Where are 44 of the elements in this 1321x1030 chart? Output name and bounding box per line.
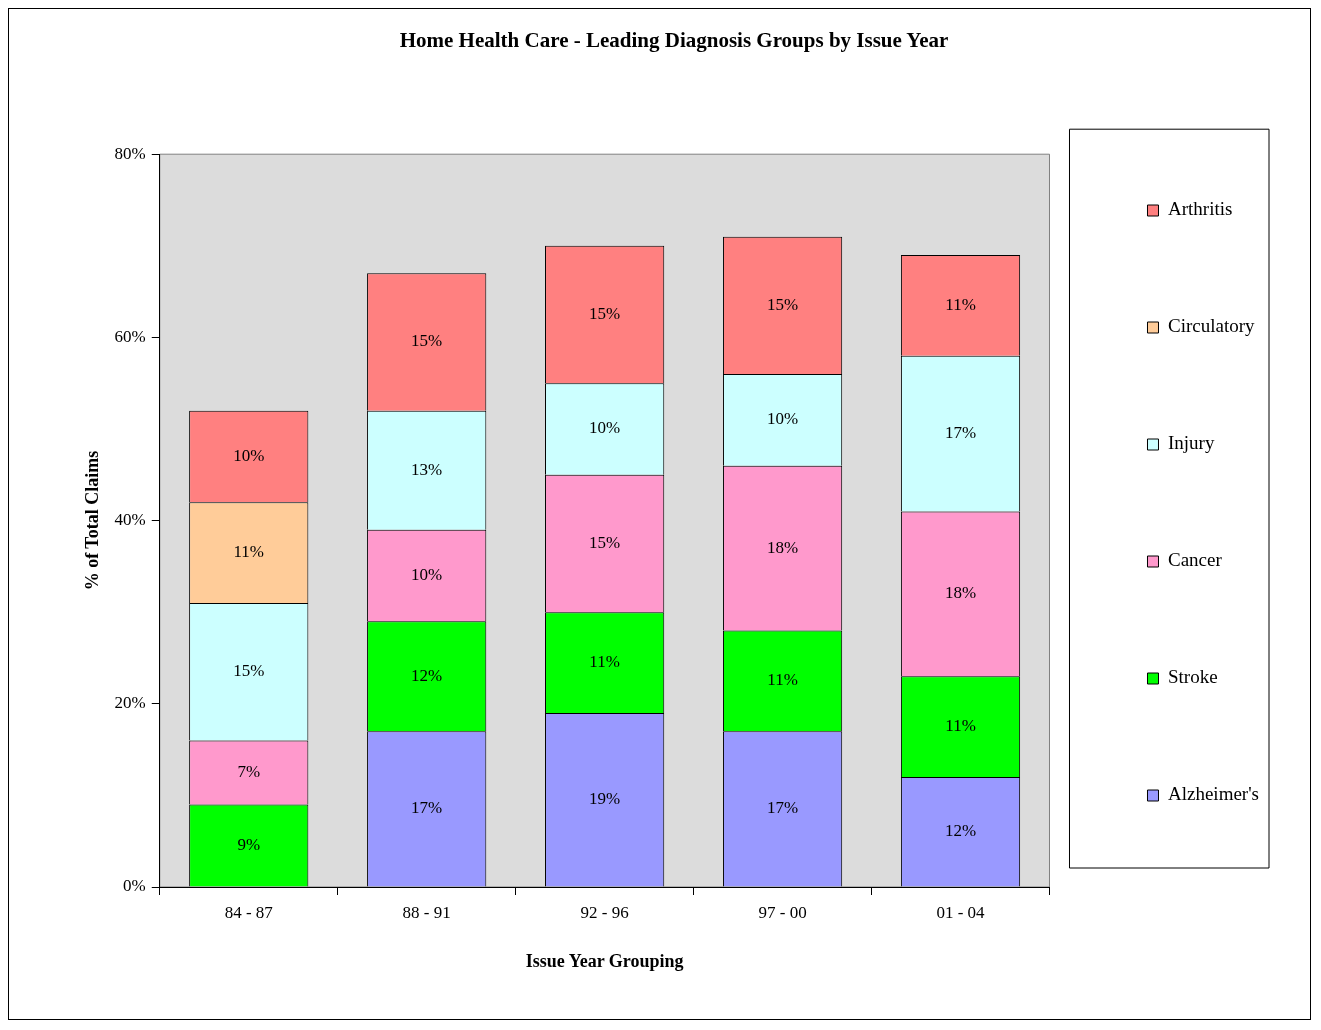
data-label: 12%	[944, 821, 977, 841]
legend-label: Injury	[1168, 432, 1215, 454]
y-tick-label: 80%	[114, 143, 146, 163]
data-label: 10%	[411, 565, 443, 585]
legend-label: Arthritis	[1168, 198, 1233, 220]
data-label: 12%	[411, 665, 443, 685]
legend-label: Cancer	[1168, 549, 1223, 571]
data-label: 15%	[411, 331, 443, 351]
y-axis-title: % of Total Claims	[82, 450, 103, 591]
legend-label: Stroke	[1168, 666, 1218, 688]
data-label: 19%	[589, 789, 621, 809]
x-tick-label: 01 - 04	[936, 902, 986, 922]
legend-label: Circulatory	[1168, 315, 1256, 337]
y-tick-label: 60%	[114, 326, 146, 346]
data-label: 18%	[944, 583, 977, 603]
y-tick-label: 20%	[114, 693, 146, 713]
chart-title: Home Health Care - Leading Diagnosis Groups by Issue Year	[399, 28, 949, 53]
data-label: 17%	[766, 798, 799, 818]
y-tick-label: 0%	[123, 876, 146, 896]
data-label: 15%	[589, 303, 621, 323]
x-tick-label: 88 - 91	[402, 902, 451, 922]
data-label: 10%	[766, 409, 799, 429]
x-tick-label: 92 - 96	[580, 902, 629, 922]
data-label: 18%	[766, 537, 799, 557]
data-label: 13%	[411, 459, 443, 479]
data-label: 17%	[411, 798, 443, 818]
data-label: 7%	[237, 761, 261, 781]
data-label: 10%	[233, 445, 265, 465]
y-tick-label: 40%	[114, 510, 146, 530]
data-label: 15%	[233, 661, 265, 681]
data-label: 11%	[589, 652, 620, 672]
x-tick-label: 84 - 87	[224, 902, 274, 922]
legend-label: Alzheimer's	[1168, 783, 1260, 805]
data-label: 11%	[945, 294, 976, 314]
data-label: 10%	[589, 418, 621, 438]
x-axis-title: Issue Year Grouping	[525, 950, 684, 971]
data-label: 15%	[589, 532, 621, 552]
data-label: 17%	[944, 423, 977, 443]
x-tick-label: 97 - 00	[758, 902, 807, 922]
data-label: 15%	[766, 294, 799, 314]
data-label: 11%	[767, 670, 798, 690]
data-label: 11%	[945, 716, 976, 736]
data-label: 11%	[233, 542, 264, 562]
data-label: 9%	[237, 835, 261, 854]
